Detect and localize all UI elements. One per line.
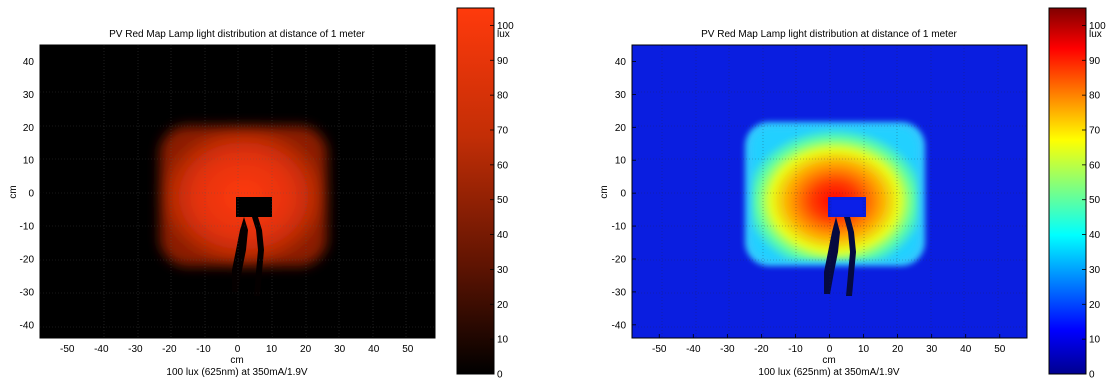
- x-tick-label: 10: [266, 344, 278, 355]
- x-tick-label: -30: [128, 344, 143, 355]
- left-lamp-silhouette: [232, 197, 272, 296]
- right-grid: [632, 45, 1027, 338]
- x-tick-label: 30: [926, 344, 938, 355]
- y-tick-label: 30: [23, 90, 35, 101]
- colorbar-tick-label: 50: [497, 195, 509, 206]
- right-panel: PV Red Map Lamp light distribution at di…: [599, 7, 1106, 381]
- left-x-ticks: -50 -40 -30 -20 -10 0 10 20 30 40 50: [60, 334, 414, 355]
- left-heatmap: [40, 45, 435, 338]
- left-illuminated-region: [160, 126, 327, 266]
- right-heatmap: [632, 45, 1027, 338]
- left-grid: [40, 45, 435, 338]
- colorbar-tick-label: 100: [1089, 21, 1106, 32]
- left-y-axis-label: cm: [8, 185, 19, 198]
- right-illuminated-region: [752, 128, 918, 260]
- colorbar-tick-label: 0: [1089, 370, 1095, 381]
- left-colorbar-unit: lux: [497, 29, 510, 40]
- right-x-axis-label: cm: [822, 355, 835, 366]
- x-tick-label: 20: [300, 344, 312, 355]
- y-tick-label: 20: [615, 123, 627, 134]
- y-tick-label: 0: [28, 189, 34, 200]
- y-tick-label: -10: [20, 222, 35, 233]
- x-tick-label: -50: [652, 344, 667, 355]
- x-tick-label: -30: [720, 344, 735, 355]
- left-chart-title: PV Red Map Lamp light distribution at di…: [109, 29, 365, 40]
- y-tick-label: -40: [612, 320, 627, 331]
- y-tick-label: 30: [615, 90, 627, 101]
- colorbar-tick-label: 80: [1089, 91, 1101, 102]
- y-tick-label: -30: [20, 287, 35, 298]
- y-tick-label: 40: [615, 57, 627, 68]
- colorbar-tick-label: 40: [1089, 230, 1101, 241]
- x-tick-label: 40: [960, 344, 972, 355]
- y-tick-label: 40: [23, 57, 35, 68]
- right-colorbar-gradient: [1048, 7, 1087, 375]
- colorbar-tick-label: 10: [1089, 335, 1101, 346]
- colorbar-tick-label: 50: [1089, 195, 1101, 206]
- colorbar-tick-label: 0: [497, 370, 503, 381]
- right-caption: 100 lux (625nm) at 350mA/1.9V: [758, 367, 900, 378]
- y-tick-label: -30: [612, 287, 627, 298]
- x-tick-label: 50: [994, 344, 1006, 355]
- colorbar-tick-label: 20: [497, 300, 509, 311]
- colorbar-tick-label: 20: [1089, 300, 1101, 311]
- left-colorbar-gradient: [456, 7, 495, 375]
- x-tick-label: 10: [858, 344, 870, 355]
- y-tick-label: -20: [612, 254, 627, 265]
- x-tick-label: -20: [162, 344, 177, 355]
- right-chart-title: PV Red Map Lamp light distribution at di…: [701, 29, 957, 40]
- colorbar-tick-label: 90: [1089, 56, 1101, 67]
- y-tick-label: -10: [612, 222, 627, 233]
- left-panel: PV Red Map Lamp light distribution at di…: [8, 7, 514, 381]
- y-tick-label: -40: [20, 320, 35, 331]
- x-tick-label: 0: [827, 344, 833, 355]
- x-tick-label: 40: [368, 344, 380, 355]
- x-tick-label: 0: [235, 344, 241, 355]
- colorbar-tick-label: 10: [497, 335, 509, 346]
- colorbar-tick-label: 70: [1089, 126, 1101, 137]
- colorbar-tick-label: 70: [497, 126, 509, 137]
- y-tick-label: 20: [23, 123, 35, 134]
- colorbar-tick-label: 30: [497, 265, 509, 276]
- x-tick-label: -40: [686, 344, 701, 355]
- x-tick-label: 20: [892, 344, 904, 355]
- right-colorbar-unit: lux: [1089, 29, 1102, 40]
- left-caption: 100 lux (625nm) at 350mA/1.9V: [166, 367, 308, 378]
- right-lamp-silhouette: [824, 197, 866, 296]
- colorbar-tick-label: 80: [497, 91, 509, 102]
- x-tick-label: 50: [402, 344, 414, 355]
- y-tick-label: -20: [20, 254, 35, 265]
- colorbar-tick-label: 90: [497, 56, 509, 67]
- x-tick-label: -10: [196, 344, 211, 355]
- y-tick-label: 0: [620, 189, 626, 200]
- x-tick-label: -10: [788, 344, 803, 355]
- colorbar-tick-label: 30: [1089, 265, 1101, 276]
- y-tick-label: 10: [23, 156, 35, 167]
- colorbar-tick-label: 60: [497, 160, 509, 171]
- x-tick-label: -20: [754, 344, 769, 355]
- colorbar-tick-label: 40: [497, 230, 509, 241]
- right-y-ticks: 40 30 20 10 0 -10 -20 -30 -40: [612, 57, 636, 331]
- left-y-ticks: 40 30 20 10 0 -10 -20 -30 -40: [20, 57, 44, 331]
- colorbar-tick-label: 100: [497, 21, 514, 32]
- left-x-axis-label: cm: [230, 355, 243, 366]
- x-tick-label: 30: [334, 344, 346, 355]
- x-tick-label: -50: [60, 344, 75, 355]
- x-tick-label: -40: [94, 344, 109, 355]
- right-x-ticks: -50 -40 -30 -20 -10 0 10 20 30 40 50: [652, 334, 1006, 355]
- colorbar-tick-label: 60: [1089, 160, 1101, 171]
- right-y-axis-label: cm: [599, 185, 610, 198]
- y-tick-label: 10: [615, 156, 627, 167]
